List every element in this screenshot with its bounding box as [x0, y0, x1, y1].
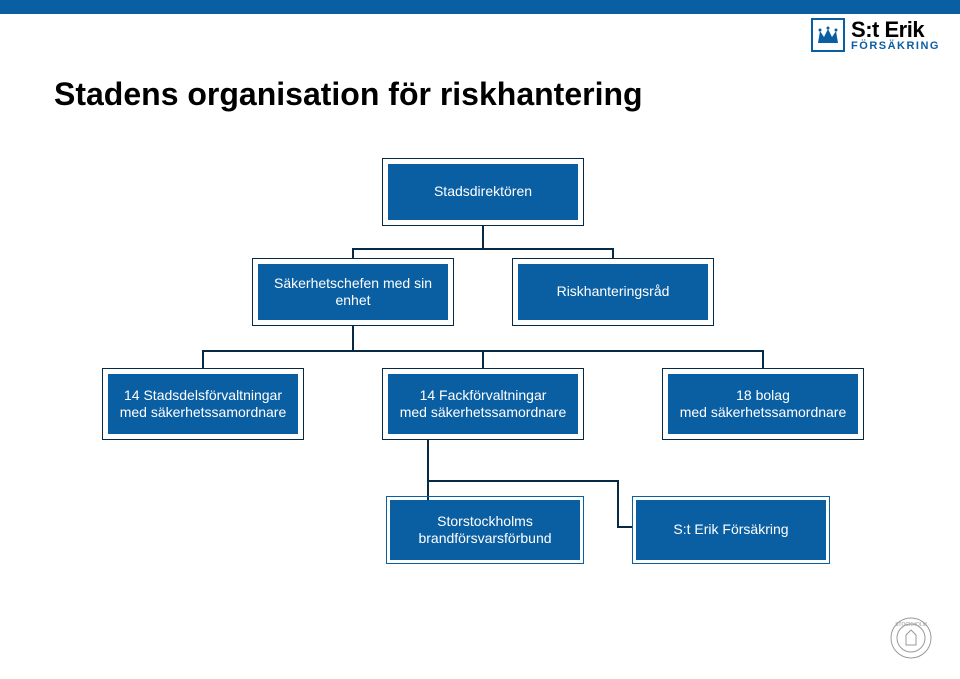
node-fack: 14 Fackförvaltningarmed säkerhetssamordn…	[388, 374, 578, 434]
connector-line	[352, 326, 354, 350]
connector-line	[617, 526, 633, 528]
node-label: med säkerhetssamordnare	[400, 404, 567, 422]
connector-line	[352, 248, 612, 250]
svg-text:STOCKHOLM: STOCKHOLM	[895, 622, 927, 628]
org-chart: Stadsdirektören Säkerhetschefen med sinen…	[0, 140, 960, 620]
logo-sub-text: FÖRSÄKRING	[851, 41, 940, 52]
node-label: S:t Erik Försäkring	[673, 521, 788, 539]
connector-line	[202, 350, 204, 368]
connector-line	[612, 248, 614, 258]
page-title: Stadens organisation för riskhantering	[54, 76, 643, 113]
node-label: Stadsdirektören	[434, 183, 532, 201]
logo-main-text: S:t Erik	[851, 19, 940, 41]
node-label: 18 bolag	[736, 387, 790, 405]
node-label: enhet	[335, 292, 370, 310]
node-root: Stadsdirektören	[388, 164, 578, 220]
node-label: med säkerhetssamordnare	[680, 404, 847, 422]
node-sterik: S:t Erik Försäkring	[636, 500, 826, 560]
node-label: Riskhanteringsråd	[557, 283, 670, 301]
node-label: brandförsvarsförbund	[418, 530, 551, 548]
brand-logo: S:t Erik FÖRSÄKRING	[811, 18, 940, 52]
node-label: 14 Fackförvaltningar	[420, 387, 547, 405]
node-label: 14 Stadsdelsförvaltningar	[124, 387, 282, 405]
node-brand: Storstockholmsbrandförsvarsförbund	[390, 500, 580, 560]
connector-line	[762, 350, 764, 368]
header-bar	[0, 0, 960, 14]
node-bolag: 18 bolagmed säkerhetssamordnare	[668, 374, 858, 434]
city-seal-icon: STOCKHOLM	[888, 615, 934, 661]
node-sec_chief: Säkerhetschefen med sinenhet	[258, 264, 448, 320]
node-label: med säkerhetssamordnare	[120, 404, 287, 422]
node-label: Storstockholms	[437, 513, 533, 531]
connector-line	[352, 248, 354, 258]
node-stadsdel: 14 Stadsdelsförvaltningarmed säkerhetssa…	[108, 374, 298, 434]
crown-icon	[811, 18, 845, 52]
connector-line	[482, 226, 484, 248]
node-risk_council: Riskhanteringsråd	[518, 264, 708, 320]
node-label: Säkerhetschefen med sin	[274, 275, 432, 293]
connector-line	[427, 480, 617, 482]
connector-line	[617, 480, 619, 526]
connector-line	[482, 350, 484, 368]
